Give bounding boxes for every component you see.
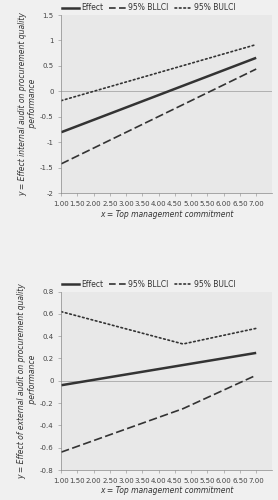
X-axis label: x = Top management commitment: x = Top management commitment [100,210,234,219]
Y-axis label: y = Effect internal audit on procurement quality
 performance: y = Effect internal audit on procurement… [18,12,37,196]
Legend: Effect, 95% BLLCI, 95% BULCI: Effect, 95% BLLCI, 95% BULCI [61,280,236,290]
X-axis label: x = Top management commitment: x = Top management commitment [100,486,234,496]
Legend: Effect, 95% BLLCI, 95% BULCI: Effect, 95% BLLCI, 95% BULCI [61,2,236,13]
Y-axis label: y = Effect of external audit on procurement quality
 performance: y = Effect of external audit on procurem… [18,283,37,478]
